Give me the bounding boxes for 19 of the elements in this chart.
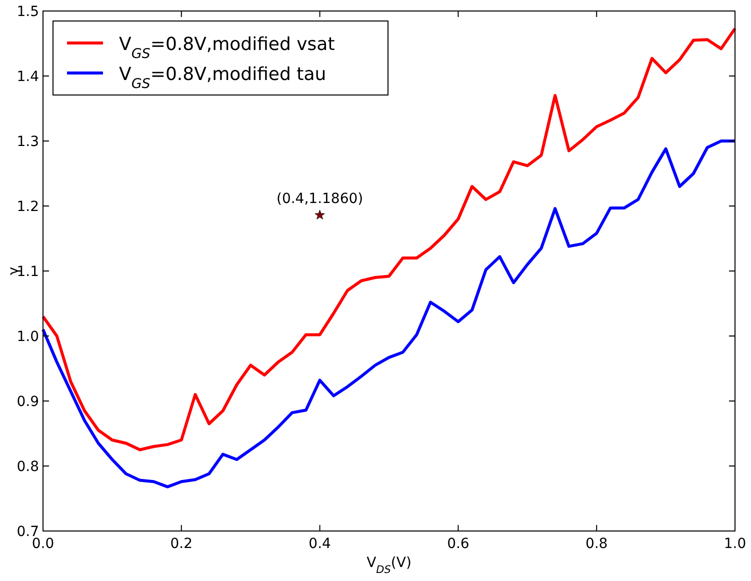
legend-label: V$_{GS}$=0.8V,modified tau bbox=[119, 64, 326, 92]
y-tick-label: 1.2 bbox=[16, 199, 39, 215]
x-tick-label: 0.6 bbox=[447, 536, 470, 552]
x-tick-label: 0.8 bbox=[585, 536, 608, 552]
y-tick-label: 1.3 bbox=[16, 134, 39, 150]
x-tick-label: 0.0 bbox=[32, 536, 54, 552]
y-tick-label: 0.9 bbox=[16, 394, 39, 410]
x-tick-label: 1.0 bbox=[724, 536, 746, 552]
y-tick-label: 1.0 bbox=[16, 329, 39, 345]
legend-label: V$_{GS}$=0.8V,modified vsat bbox=[119, 34, 335, 62]
x-tick-label: 0.4 bbox=[308, 536, 332, 552]
line-series bbox=[42, 27, 736, 452]
annotation: (0.4,1.1860) bbox=[276, 191, 364, 208]
y-tick-label: 0.8 bbox=[16, 459, 39, 475]
y-tick-label: 1.4 bbox=[16, 69, 40, 85]
line-series bbox=[42, 140, 736, 488]
x-axis-title: V$_{DS}$(V) bbox=[366, 555, 412, 576]
x-tick-label: 0.2 bbox=[170, 536, 193, 552]
y-tick-label: 1.5 bbox=[16, 4, 39, 20]
